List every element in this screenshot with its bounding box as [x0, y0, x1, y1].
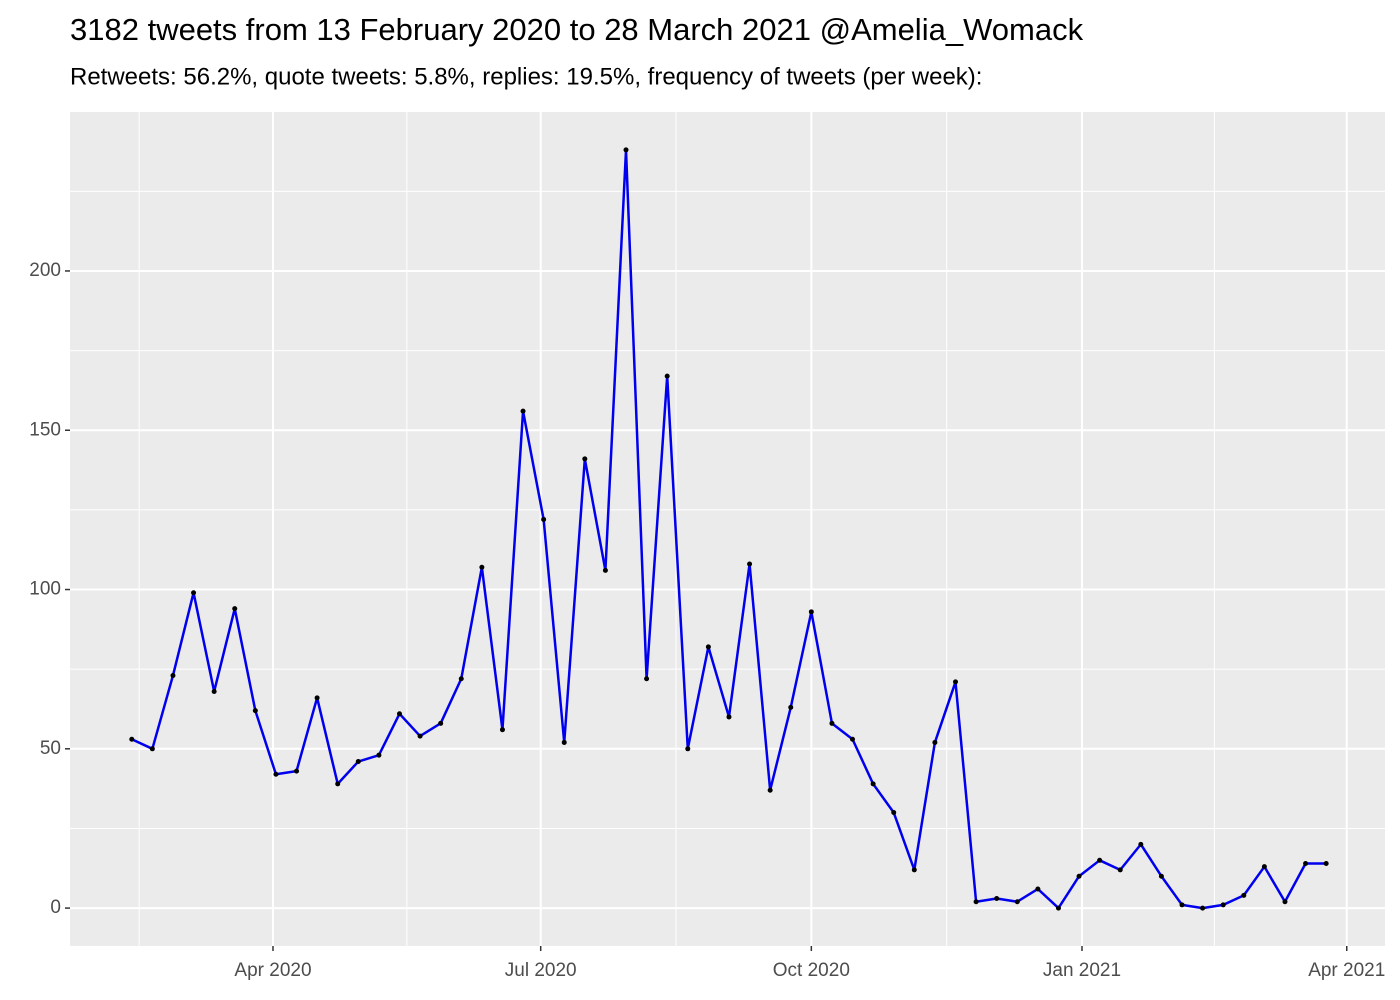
point — [1303, 860, 1309, 866]
chart-subtitle: Retweets: 56.2%, quote tweets: 5.8%, rep… — [70, 63, 982, 90]
point — [582, 456, 588, 462]
x-tick-label: Jul 2020 — [505, 960, 577, 981]
y-tick-label: 50 — [40, 738, 61, 759]
point — [1323, 860, 1329, 866]
point — [1241, 892, 1247, 898]
point — [294, 768, 300, 774]
point — [458, 676, 464, 682]
point — [232, 606, 238, 612]
y-tick-label: 150 — [29, 419, 61, 440]
point — [623, 147, 629, 153]
point — [479, 564, 485, 570]
point — [664, 373, 670, 379]
point — [602, 567, 608, 573]
plot-panel — [70, 112, 1385, 946]
point — [1200, 905, 1206, 911]
point — [891, 810, 897, 816]
point — [767, 787, 773, 793]
point — [520, 408, 526, 414]
point — [499, 727, 505, 733]
point — [355, 759, 361, 765]
point — [335, 781, 341, 787]
point — [911, 867, 917, 873]
point — [273, 771, 279, 777]
point — [973, 899, 979, 905]
point — [129, 736, 135, 742]
y-tick-label: 200 — [29, 260, 61, 281]
point — [1179, 902, 1185, 908]
point — [1158, 873, 1164, 879]
y-tick-label: 100 — [29, 579, 61, 600]
point — [314, 695, 320, 701]
point — [808, 609, 814, 615]
point — [1261, 864, 1267, 870]
point — [726, 714, 732, 720]
point — [396, 711, 402, 717]
x-tick-label: Jan 2021 — [1043, 960, 1121, 981]
point — [1035, 886, 1041, 892]
point — [1282, 899, 1288, 905]
point — [541, 516, 547, 522]
y-tick-label: 0 — [50, 897, 61, 918]
point — [685, 746, 691, 752]
point — [1117, 867, 1123, 873]
point — [191, 590, 197, 596]
point — [149, 746, 155, 752]
point — [1138, 841, 1144, 847]
point — [252, 708, 258, 714]
point — [1055, 905, 1061, 911]
point — [1014, 899, 1020, 905]
point — [952, 679, 958, 685]
point — [850, 736, 856, 742]
point — [1097, 857, 1103, 863]
point — [829, 720, 835, 726]
x-tick-label: Apr 2021 — [1308, 960, 1385, 981]
x-tick-label: Apr 2020 — [234, 960, 311, 981]
point — [705, 644, 711, 650]
point — [438, 720, 444, 726]
point — [747, 561, 753, 567]
point — [1076, 873, 1082, 879]
point — [994, 896, 1000, 902]
x-tick-label: Oct 2020 — [773, 960, 850, 981]
point — [170, 673, 176, 679]
point — [1220, 902, 1226, 908]
point — [788, 704, 794, 710]
point — [870, 781, 876, 787]
chart-title: 3182 tweets from 13 February 2020 to 28 … — [70, 12, 1084, 47]
point — [211, 688, 217, 694]
point — [561, 739, 567, 745]
point — [376, 752, 382, 758]
point — [644, 676, 650, 682]
point — [417, 733, 423, 739]
point — [932, 739, 938, 745]
